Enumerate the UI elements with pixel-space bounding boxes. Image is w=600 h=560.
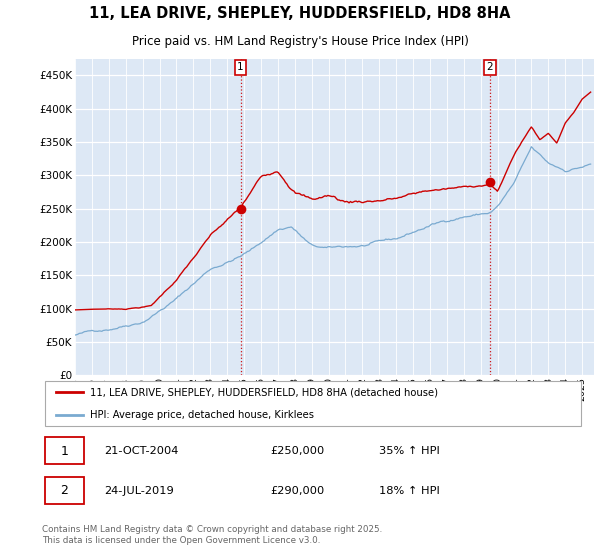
Text: 21-OCT-2004: 21-OCT-2004 <box>104 446 179 456</box>
FancyBboxPatch shape <box>45 477 84 503</box>
Text: HPI: Average price, detached house, Kirklees: HPI: Average price, detached house, Kirk… <box>90 410 314 420</box>
Text: £290,000: £290,000 <box>270 486 325 496</box>
Text: 11, LEA DRIVE, SHEPLEY, HUDDERSFIELD, HD8 8HA (detached house): 11, LEA DRIVE, SHEPLEY, HUDDERSFIELD, HD… <box>90 388 438 398</box>
Text: 1: 1 <box>61 445 68 458</box>
Text: 2: 2 <box>61 484 68 497</box>
Text: 1: 1 <box>237 63 244 72</box>
Text: Contains HM Land Registry data © Crown copyright and database right 2025.
This d: Contains HM Land Registry data © Crown c… <box>42 525 382 545</box>
Text: Price paid vs. HM Land Registry's House Price Index (HPI): Price paid vs. HM Land Registry's House … <box>131 35 469 48</box>
Text: £250,000: £250,000 <box>270 446 325 456</box>
Text: 24-JUL-2019: 24-JUL-2019 <box>104 486 174 496</box>
Text: 11, LEA DRIVE, SHEPLEY, HUDDERSFIELD, HD8 8HA: 11, LEA DRIVE, SHEPLEY, HUDDERSFIELD, HD… <box>89 6 511 21</box>
FancyBboxPatch shape <box>45 381 581 426</box>
Text: 18% ↑ HPI: 18% ↑ HPI <box>379 486 440 496</box>
Text: 2: 2 <box>487 63 493 72</box>
FancyBboxPatch shape <box>45 437 84 464</box>
Text: 35% ↑ HPI: 35% ↑ HPI <box>379 446 440 456</box>
